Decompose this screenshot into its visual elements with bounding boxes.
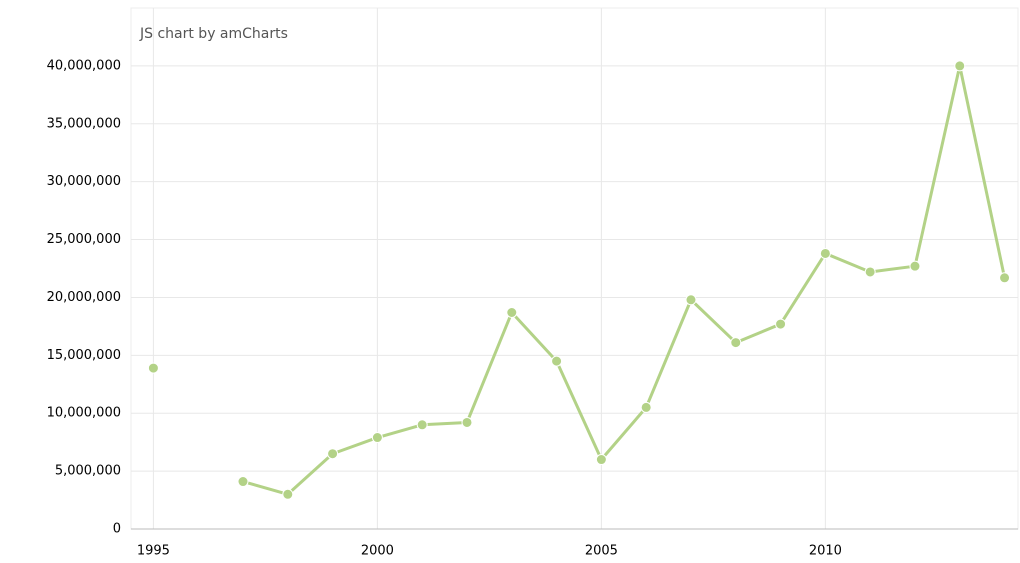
- y-tick-label: 0: [113, 522, 121, 537]
- point: [864, 266, 876, 278]
- point: [551, 355, 563, 367]
- y-tick-label: 10,000,000: [47, 406, 121, 421]
- y-tick-label: 20,000,000: [47, 290, 121, 305]
- chart-title: JS chart by amCharts: [139, 26, 288, 42]
- y-tick-label: 40,000,000: [47, 58, 121, 73]
- point: [819, 247, 831, 259]
- y-tick-label: 30,000,000: [47, 174, 121, 189]
- x-tick-label: 2000: [361, 544, 394, 559]
- point: [595, 454, 607, 466]
- point: [147, 362, 159, 374]
- point: [371, 432, 383, 444]
- point: [327, 448, 339, 460]
- point: [506, 306, 518, 318]
- plot-area: [130, 7, 1019, 530]
- point: [416, 419, 428, 431]
- point: [640, 401, 652, 413]
- point: [909, 260, 921, 272]
- y-tick-label: 35,000,000: [47, 116, 121, 131]
- point: [461, 416, 473, 428]
- x-tick-label: 2010: [809, 544, 842, 559]
- point: [730, 337, 742, 349]
- line: [242, 64, 1007, 496]
- x-tick-label: 2005: [585, 544, 618, 559]
- point: [282, 488, 294, 500]
- point: [685, 294, 697, 306]
- point: [237, 476, 249, 488]
- y-tick-label: 25,000,000: [47, 232, 121, 247]
- point: [954, 60, 966, 72]
- point: [775, 318, 787, 330]
- y-tick-label: 5,000,000: [55, 464, 121, 479]
- point: [999, 272, 1011, 284]
- x-tick-label: 1995: [137, 544, 170, 559]
- y-tick-label: 15,000,000: [47, 348, 121, 363]
